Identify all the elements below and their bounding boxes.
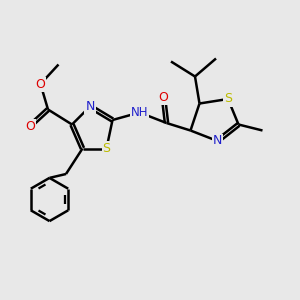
Text: N: N [213, 134, 222, 148]
Text: NH: NH [131, 106, 148, 119]
Text: O: O [159, 91, 168, 104]
Text: S: S [224, 92, 232, 106]
Text: N: N [85, 100, 95, 113]
Text: O: O [36, 77, 45, 91]
Text: O: O [25, 119, 35, 133]
Text: S: S [103, 142, 110, 155]
